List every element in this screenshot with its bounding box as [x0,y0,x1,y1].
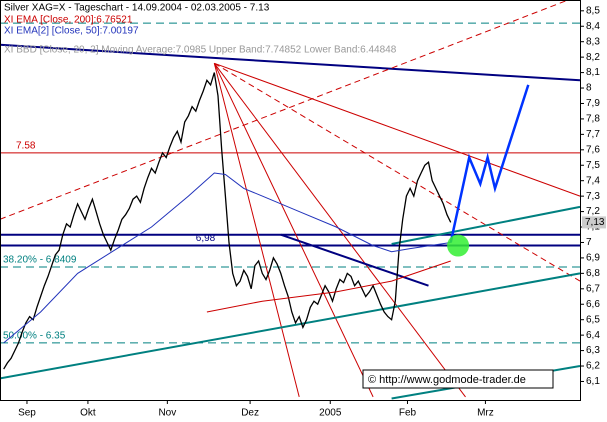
plot-border [0,0,581,401]
indicator: XI EMA [Close, 200]:6.76521 [4,15,133,26]
last-price-box [582,216,606,229]
indicator: XI BBD [Close, 20, 2] Moving Average:7.0… [4,45,397,56]
y-tick-label: 7,2 [586,206,600,217]
indicator: XI EMA[2] [Close, 50]:7.00197 [4,26,139,37]
chart-title: Silver XAG=X - Tageschart - 14.09.2004 -… [4,3,270,14]
y-tick-label: 6,1 [586,376,600,387]
y-tick-label: 7,7 [586,129,600,140]
y-tick-label: 7,6 [586,144,600,155]
x-tick-label: Dez [241,408,259,419]
trend-line [0,272,581,380]
y-tick-label: 6,7 [586,283,600,294]
y-tick-label: 8,3 [586,36,600,47]
plot-area: 7.58 6,98 38.20% - 6.8409 50.00% - 6.35 [0,0,581,400]
y-tick-label: 8,4 [586,21,600,32]
level-label: 7.58 [16,141,36,152]
y-tick-label: 6,9 [586,253,600,264]
series-line [3,72,452,370]
highlight-marker [447,234,470,257]
y-tick-label: 7,8 [586,114,600,125]
watermark-box [362,369,554,389]
y-tick-label: 6,3 [586,345,600,356]
watermark: © http://www.godmode-trader.de [368,374,526,386]
y-tick-label: 6,4 [586,330,600,341]
y-tick-label: 8,1 [586,67,600,78]
level-label: 6,98 [196,233,216,244]
trend-line [213,63,300,398]
y-tick-label: 6,2 [586,361,600,372]
x-tick-label: Mrz [477,408,494,419]
y-tick-label: 6,8 [586,268,600,279]
trend-line [213,63,374,398]
y-tick-label: 7,5 [586,160,600,171]
series-line [3,172,451,344]
trend-line [391,205,581,245]
y-tick-label: 7,3 [586,191,600,202]
trend-line [214,62,581,282]
x-tick-label: Nov [158,408,176,419]
y-tick-label: 8,2 [586,52,600,63]
trend-line [0,0,570,220]
trend-line [449,84,530,243]
series-line [206,260,451,313]
x-tick-label: Okt [80,408,96,419]
y-tick-label: 7,4 [586,175,600,186]
level-label: 50.00% - 6.35 [3,330,66,341]
y-tick-label: 6,5 [586,314,600,325]
y-tick-label: 8 [586,83,592,94]
x-tick-label: Feb [399,408,417,419]
trend-line [0,43,581,82]
y-tick-label: 7 [586,237,592,248]
y-tick-label: 8,5 [586,5,600,16]
x-tick-label: 2005 [319,408,342,419]
trend-line [213,62,466,398]
x-tick-label: Sep [18,408,36,419]
last-price-label: 7,13 [585,217,605,228]
level-label: 38.20% - 6.8409 [3,255,77,266]
trend-line [214,62,581,197]
y-tick-label: 7,9 [586,98,600,109]
y-tick-label: 6,6 [586,299,600,310]
